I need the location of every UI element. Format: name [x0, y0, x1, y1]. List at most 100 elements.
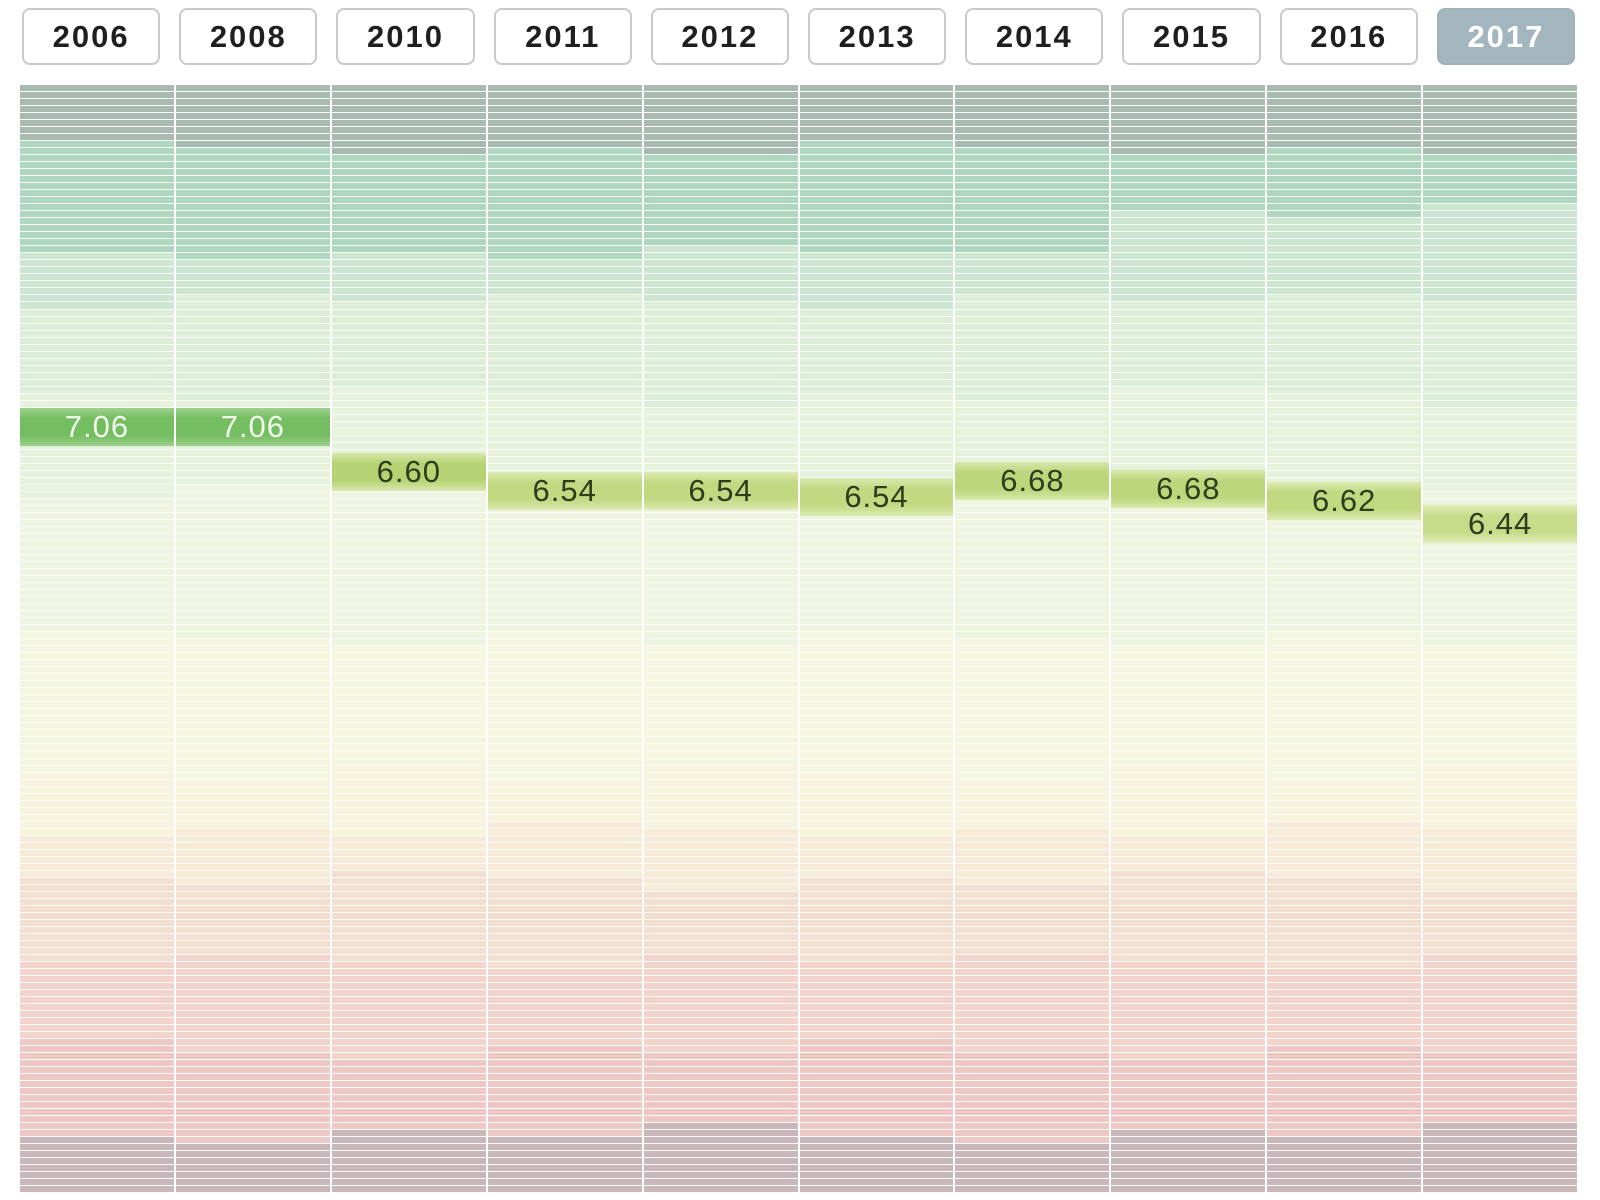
rank-stripe — [487, 723, 642, 731]
rank-stripe — [20, 737, 174, 745]
year-tab-2006[interactable]: 2006 — [22, 8, 161, 65]
rank-stripe — [1111, 800, 1266, 808]
rank-stripe — [643, 1144, 798, 1152]
rank-stripe — [955, 863, 1110, 871]
rank-stripe — [1423, 1116, 1578, 1124]
rank-stripe — [487, 141, 642, 149]
year-tab-2013[interactable]: 2013 — [808, 8, 947, 65]
rank-stripe — [643, 449, 798, 457]
rank-stripe — [799, 800, 954, 808]
year-tab-2010[interactable]: 2010 — [336, 8, 475, 65]
rank-stripe — [643, 120, 798, 128]
rank-stripe — [799, 583, 954, 591]
rank-stripe — [175, 856, 330, 864]
rank-stripe — [955, 1053, 1110, 1061]
rank-stripe — [331, 983, 486, 991]
rank-stripe — [1423, 1088, 1578, 1096]
year-column-2008: 7.06 — [175, 85, 330, 1194]
rank-stripe — [1267, 618, 1422, 626]
rank-stripe — [331, 793, 486, 801]
rank-stripe — [643, 646, 798, 654]
rank-stripe — [175, 961, 330, 969]
rank-stripe — [20, 183, 174, 191]
rank-stripe — [1111, 1158, 1266, 1166]
rank-stripe — [643, 183, 798, 191]
rank-stripe — [175, 828, 330, 836]
rank-stripe — [1111, 288, 1266, 296]
rank-stripe — [487, 456, 642, 464]
rank-stripe — [331, 113, 486, 121]
rank-stripe — [955, 1172, 1110, 1180]
rank-stripe — [799, 702, 954, 710]
rank-stripe — [20, 239, 174, 247]
rank-stripe — [487, 779, 642, 787]
rank-stripe — [1111, 990, 1266, 998]
rank-stripe — [1111, 169, 1266, 177]
rank-stripe — [1267, 253, 1422, 261]
rank-stripe — [955, 442, 1110, 450]
rank-stripe — [1111, 309, 1266, 317]
rank-stripe — [1267, 295, 1422, 303]
rank-stripe — [1111, 295, 1266, 303]
rank-stripe — [955, 1144, 1110, 1152]
rank-stripe — [20, 358, 174, 366]
rank-stripe — [1423, 828, 1578, 836]
rank-stripe — [20, 1179, 174, 1187]
rank-stripe — [1267, 162, 1422, 170]
rank-stripe — [643, 442, 798, 450]
year-tab-2008[interactable]: 2008 — [179, 8, 318, 65]
rank-stripe — [487, 975, 642, 983]
rank-stripe — [1111, 190, 1266, 198]
rank-stripe — [1267, 849, 1422, 857]
rank-stripe — [1423, 1186, 1578, 1194]
rank-stripe — [331, 618, 486, 626]
rank-stripe — [1423, 491, 1578, 499]
year-tab-2012[interactable]: 2012 — [650, 8, 790, 65]
rank-stripe — [955, 695, 1110, 703]
rank-stripe — [1111, 702, 1266, 710]
year-tab-2011[interactable]: 2011 — [493, 8, 632, 65]
rank-stripe — [1267, 1158, 1422, 1166]
rank-stripe — [331, 1130, 486, 1138]
rank-stripe — [799, 1081, 954, 1089]
rank-stripe — [331, 940, 486, 948]
year-tab-2014[interactable]: 2014 — [965, 8, 1104, 65]
rank-stripe — [487, 351, 642, 359]
rank-stripe — [20, 625, 174, 633]
rank-stripe — [1267, 555, 1422, 563]
rank-stripe — [1111, 541, 1266, 549]
rank-stripe — [1111, 940, 1266, 948]
rank-stripe — [1111, 239, 1266, 247]
rank-stripe — [1267, 737, 1422, 745]
rank-stripe — [1423, 562, 1578, 570]
rank-stripe — [331, 148, 486, 156]
rank-stripe — [331, 1095, 486, 1103]
year-tab-2016[interactable]: 2016 — [1279, 8, 1418, 65]
rank-stripe — [331, 1067, 486, 1075]
rank-stripe — [175, 905, 330, 913]
rank-stripe — [331, 646, 486, 654]
rank-stripe — [1423, 267, 1578, 275]
rank-stripe — [1111, 835, 1266, 843]
rank-stripe — [955, 1004, 1110, 1012]
rank-stripe — [20, 1011, 174, 1019]
rank-stripe — [1423, 863, 1578, 871]
rank-stripe — [1267, 954, 1422, 962]
year-tab-2015[interactable]: 2015 — [1122, 8, 1261, 65]
rank-stripe — [799, 758, 954, 766]
rank-stripe — [487, 534, 642, 542]
rank-stripe — [955, 702, 1110, 710]
rank-stripe — [487, 709, 642, 717]
rank-stripe — [955, 653, 1110, 661]
rank-stripe — [175, 983, 330, 991]
rank-stripe — [955, 990, 1110, 998]
rank-stripe — [1111, 828, 1266, 836]
rank-stripe — [487, 604, 642, 612]
year-tab-2017[interactable]: 2017 — [1436, 8, 1576, 65]
rank-stripe — [331, 323, 486, 331]
score-label: 7.06 — [64, 409, 130, 444]
rank-stripe — [20, 1088, 174, 1096]
year-column-2010: 6.60 — [331, 85, 486, 1194]
rank-stripe — [643, 821, 798, 829]
rank-stripe — [955, 134, 1110, 142]
